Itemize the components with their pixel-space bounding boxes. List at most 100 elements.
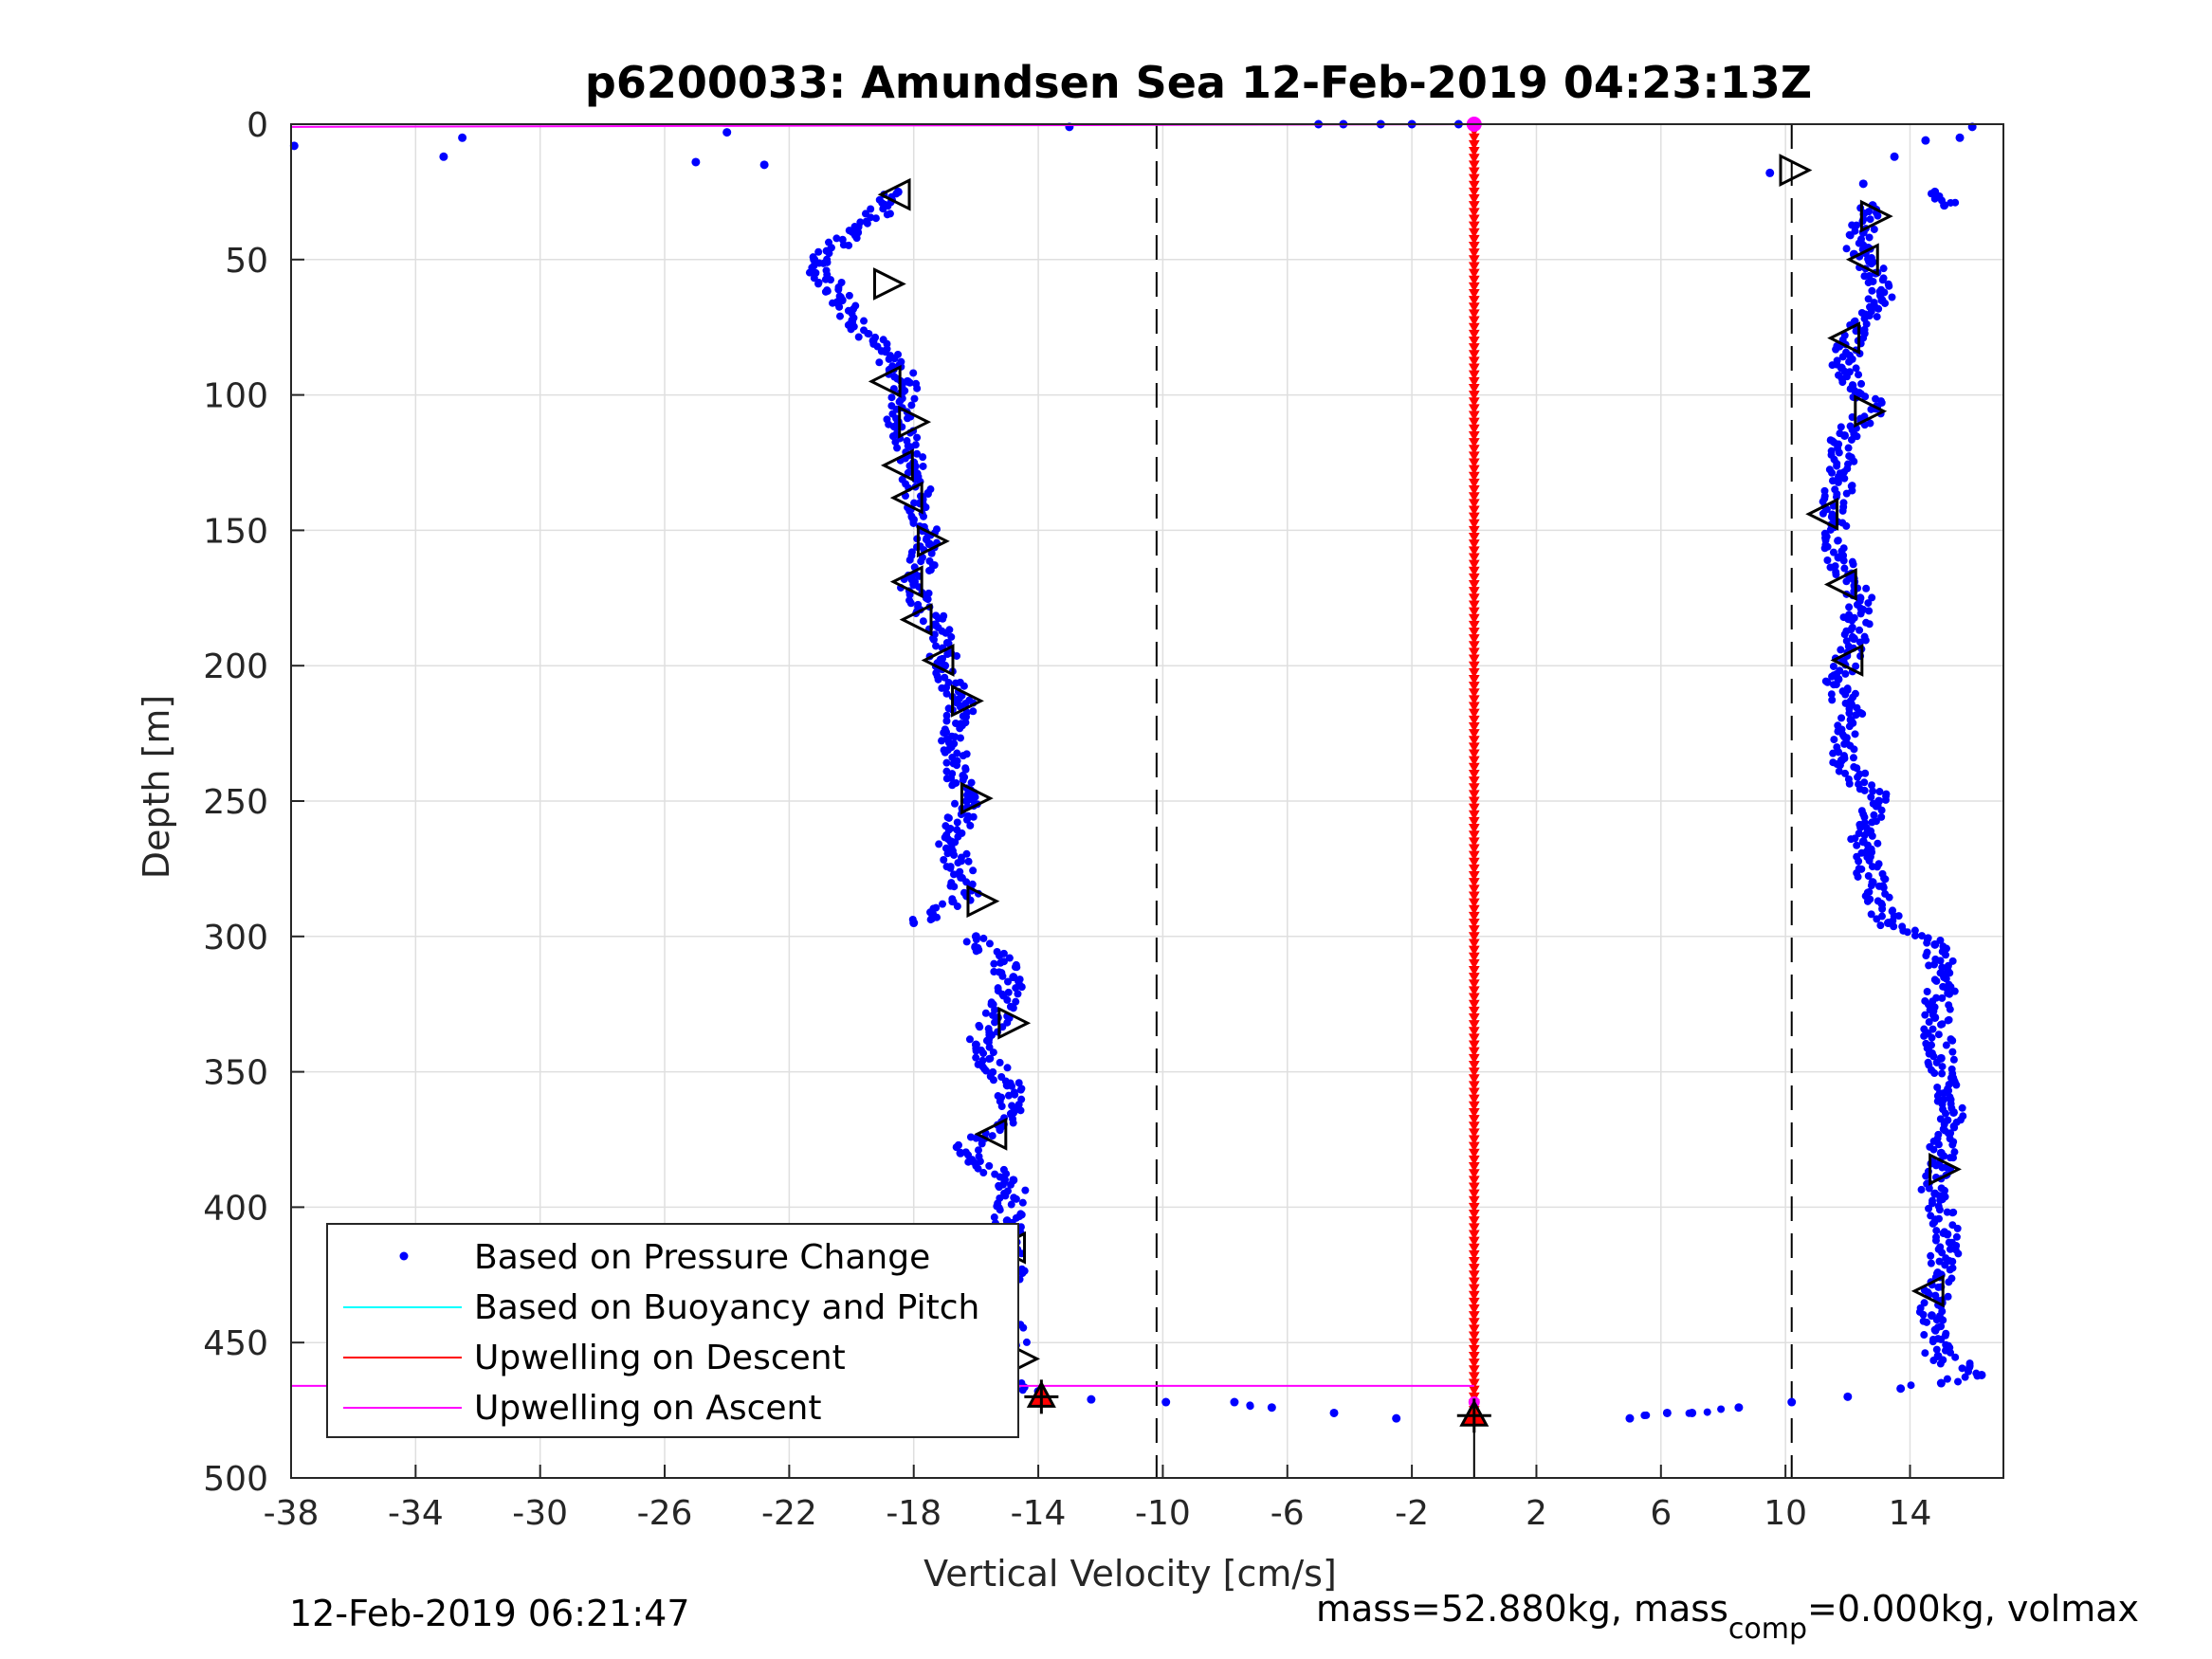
data-point [1820, 486, 1829, 495]
data-point [1945, 1081, 1953, 1089]
data-point [906, 599, 915, 608]
y-tick-label: 450 [203, 1324, 268, 1363]
data-point [1847, 835, 1856, 844]
data-point [805, 268, 814, 277]
y-tick-label: 300 [203, 919, 268, 957]
data-point [1870, 299, 1878, 307]
data-point [1849, 754, 1857, 762]
data-point [1873, 313, 1881, 321]
data-point [1087, 1395, 1096, 1404]
data-point [883, 210, 891, 219]
data-point [1837, 423, 1845, 431]
data-point [1884, 280, 1892, 288]
data-point [1936, 936, 1945, 944]
data-point [1860, 819, 1869, 828]
data-point [1392, 1413, 1401, 1423]
y-tick-label: 250 [203, 783, 268, 822]
data-point [956, 734, 964, 742]
data-point [979, 934, 988, 942]
x-tick-label: -30 [512, 1494, 568, 1533]
data-point [996, 1058, 1004, 1066]
data-point [1938, 994, 1947, 1002]
data-point [959, 776, 967, 785]
legend: Based on Pressure Change Based on Buoyan… [326, 1223, 1019, 1438]
data-point [990, 1213, 998, 1222]
data-point [976, 1023, 984, 1031]
data-point [1857, 235, 1866, 244]
y-tick-label: 150 [203, 512, 268, 551]
data-point [929, 635, 938, 644]
data-point [952, 1143, 960, 1152]
y-tick-label: 350 [203, 1054, 268, 1093]
pitch-marker [921, 644, 955, 677]
data-point [1844, 460, 1853, 468]
data-point [1012, 997, 1020, 1006]
data-point [961, 765, 970, 774]
pitch-marker [1845, 243, 1879, 277]
data-point [1945, 980, 1953, 989]
data-point [1021, 1186, 1030, 1194]
data-point [1869, 277, 1877, 285]
data-point [1246, 1402, 1254, 1411]
data-point [1938, 1063, 1947, 1071]
footer-mass-sub: comp [1728, 1613, 1807, 1646]
data-point [1921, 1349, 1929, 1358]
data-point [1007, 1200, 1015, 1209]
data-point [1662, 1408, 1672, 1417]
data-point [1874, 839, 1882, 848]
data-point [1924, 934, 1932, 942]
data-point [986, 1054, 995, 1063]
data-point [962, 791, 971, 799]
data-point [946, 864, 955, 872]
legend-label-pressure: Based on Pressure Change [474, 1238, 930, 1277]
data-point [1872, 817, 1880, 826]
data-point [1831, 562, 1839, 571]
data-point [1921, 136, 1930, 145]
data-point [835, 312, 844, 320]
data-point [1823, 556, 1832, 565]
pitch-marker [1779, 154, 1813, 187]
data-point [1937, 1379, 1946, 1388]
data-point [944, 835, 953, 844]
data-point [1842, 739, 1851, 748]
data-point [1230, 1397, 1239, 1407]
data-point [944, 813, 953, 822]
data-point [439, 152, 448, 161]
legend-label-buoyancy: Based on Buoyancy and Pitch [474, 1288, 979, 1327]
data-point [1945, 1001, 1953, 1010]
data-point [965, 1035, 974, 1044]
data-point [1828, 361, 1837, 370]
data-point [1942, 1254, 1950, 1263]
data-point [995, 1183, 1003, 1192]
data-point [1867, 910, 1875, 919]
data-point [907, 401, 916, 410]
data-point [1921, 996, 1929, 1005]
data-point [922, 593, 930, 602]
data-point [1833, 356, 1841, 365]
data-point [1008, 1082, 1016, 1090]
data-point [1832, 681, 1840, 689]
data-point [908, 915, 917, 923]
pitch-marker [966, 884, 1000, 919]
data-point [1006, 1180, 1015, 1189]
data-point [1018, 1269, 1027, 1278]
data-point [1878, 869, 1887, 878]
data-point [972, 947, 980, 956]
pitch-marker [916, 524, 950, 558]
data-point [1832, 568, 1840, 576]
data-point [1837, 646, 1845, 654]
data-point [1972, 1369, 1981, 1377]
data-point [1872, 394, 1880, 403]
data-point [964, 1158, 973, 1166]
data-point [1910, 926, 1919, 935]
data-point [1835, 767, 1843, 775]
data-point [1849, 381, 1857, 390]
data-point [1932, 1058, 1941, 1066]
data-point [1896, 1384, 1906, 1394]
data-point [1848, 632, 1856, 641]
data-point [1951, 1353, 1960, 1361]
data-point [968, 795, 977, 804]
data-point [835, 302, 844, 311]
x-tick-label: 2 [1526, 1494, 1547, 1533]
data-point [891, 438, 900, 447]
